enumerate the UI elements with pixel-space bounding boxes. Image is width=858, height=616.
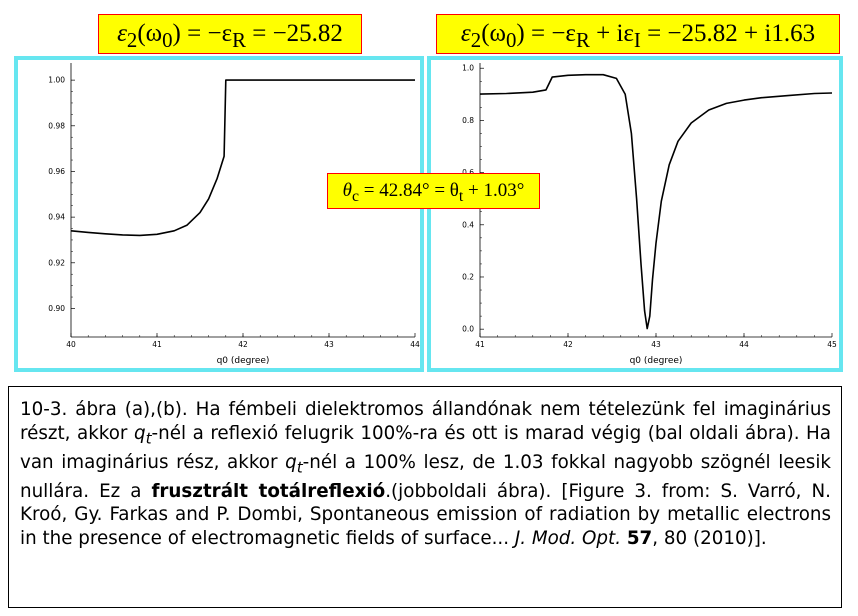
left-y-tick-label: 0.92 bbox=[48, 258, 65, 267]
left-chart-panel: 0.90 0.92 0.94 0.96 0.98 1.00 40 41 42 43 44 q0 (de… bbox=[14, 56, 424, 372]
left-reflectivity-curve bbox=[70, 79, 415, 237]
right-y-tick-label: 0.8 bbox=[462, 116, 474, 125]
left-chart: 0.90 0.92 0.94 0.96 0.98 1.00 40 41 42 43 44 q0 (de… bbox=[48, 63, 420, 366]
left-x-tick-label: 44 bbox=[410, 340, 420, 349]
right-reflectivity-curve bbox=[479, 73, 833, 330]
equation-left: ε2(ω0) = −εR = −25.82 bbox=[98, 14, 362, 54]
figure-caption: 10-3. ábra (a),(b). Ha fémbeli dielektro… bbox=[8, 386, 842, 608]
left-y-tick-label: 0.94 bbox=[48, 213, 65, 222]
right-x-axis-label: q0 (degree) bbox=[630, 356, 683, 366]
equation-right: ε2(ω0) = −εR + iεI = −25.82 + i1.63 bbox=[436, 14, 840, 54]
right-y-tick-label: 0.4 bbox=[462, 220, 474, 229]
right-x-tick-label: 43 bbox=[651, 340, 661, 349]
left-x-tick-label: 40 bbox=[66, 340, 76, 349]
right-chart: 0.0 0.2 0.4 0.6 0.8 1.0 41 42 43 44 45 q0 (degree) bbox=[462, 63, 837, 366]
right-x-tick-label: 42 bbox=[563, 340, 573, 349]
right-y-tick-label: 0.0 bbox=[462, 325, 474, 334]
right-y-tick-label: 1.0 bbox=[462, 64, 474, 73]
left-y-tick-label: 1.00 bbox=[48, 76, 65, 85]
right-y-tick-label: 0.6 bbox=[462, 168, 474, 177]
left-x-tick-label: 43 bbox=[324, 340, 334, 349]
right-x-tick-label: 41 bbox=[475, 340, 485, 349]
left-y-tick-label: 0.98 bbox=[48, 121, 65, 130]
right-x-tick-label: 44 bbox=[739, 340, 749, 349]
right-y-tick-label: 0.2 bbox=[462, 272, 474, 281]
left-x-tick-label: 41 bbox=[152, 340, 162, 349]
left-y-tick-label: 0.90 bbox=[48, 304, 65, 313]
left-x-tick-label: 42 bbox=[238, 340, 248, 349]
right-x-tick-label: 45 bbox=[827, 340, 837, 349]
left-x-axis-label: q0 (degree) bbox=[217, 356, 270, 366]
left-y-tick-label: 0.96 bbox=[48, 167, 65, 176]
right-chart-panel: 0.0 0.2 0.4 0.6 0.8 1.0 41 42 43 44 45 q0 (degree) bbox=[427, 56, 843, 372]
equation-theta: θc = 42.84° = θt + 1.03° bbox=[327, 173, 540, 209]
